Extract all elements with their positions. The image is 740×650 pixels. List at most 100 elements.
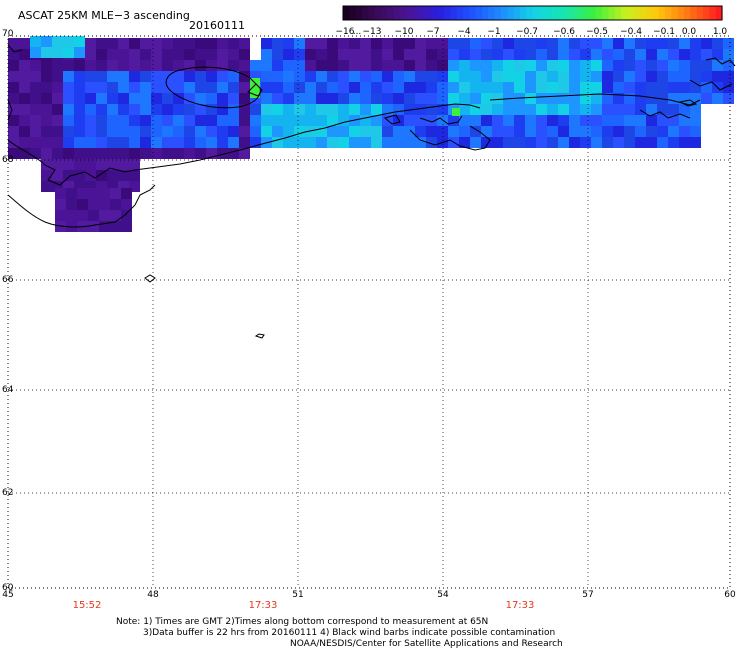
swath-cell	[8, 115, 19, 126]
swath-cell	[470, 71, 481, 82]
swath-cell	[525, 93, 536, 104]
swath-cell	[96, 170, 107, 181]
swath-cell	[96, 60, 107, 71]
swath-cell	[668, 38, 679, 49]
swath-cell	[679, 82, 690, 93]
swath-cell	[52, 47, 63, 58]
swath-cell	[283, 93, 294, 104]
swath-cell	[19, 115, 30, 126]
swath-cell	[624, 60, 635, 71]
swath-cell	[121, 199, 132, 210]
colorbar-swatch	[545, 6, 553, 20]
swath-cell	[140, 148, 151, 159]
swath-cell	[701, 82, 712, 93]
swath-cell	[184, 104, 195, 115]
swath-cell	[404, 71, 415, 82]
swath-cell	[569, 126, 580, 137]
swath-cell	[371, 126, 382, 137]
swath-cell	[19, 60, 30, 71]
colorbar-swatch	[412, 6, 420, 20]
lon-label-51: 51	[292, 590, 304, 600]
colorbar-swatch	[601, 6, 609, 20]
swath-cell	[63, 71, 74, 82]
swath-cell	[151, 115, 162, 126]
swath-cell	[404, 104, 415, 115]
swath-cell	[8, 104, 19, 115]
swath-cell	[110, 199, 121, 210]
swath-cell	[30, 82, 41, 93]
swath-cell	[690, 115, 701, 126]
swath-cell	[415, 137, 426, 148]
swath-cell	[52, 60, 63, 71]
swath-cell	[63, 148, 74, 159]
swath-cell	[107, 159, 118, 170]
swath-cell	[646, 38, 657, 49]
swath-cell	[668, 82, 679, 93]
swath-cell	[129, 148, 140, 159]
swath-cell	[668, 60, 679, 71]
swath-cell	[217, 49, 228, 60]
colorbar-swatch	[652, 6, 660, 20]
swath-cell	[140, 115, 151, 126]
swath-cell	[41, 126, 52, 137]
swath-cell	[261, 82, 272, 93]
swath-cell	[668, 71, 679, 82]
swath-cell	[338, 93, 349, 104]
colorbar-label: −16	[335, 27, 355, 37]
swath-cell	[613, 93, 624, 104]
swath-cell	[107, 115, 118, 126]
swath-cell	[613, 137, 624, 148]
swath-cell	[250, 93, 261, 104]
swath-cell	[470, 93, 481, 104]
swath-cell	[250, 78, 260, 98]
swath-cell	[514, 126, 525, 137]
swath-cell	[272, 115, 283, 126]
swath-cell	[404, 115, 415, 126]
swath-cell	[162, 137, 173, 148]
swath-cell	[426, 104, 437, 115]
swath-cell	[547, 71, 558, 82]
swath-cell	[591, 38, 602, 49]
swath-cell	[41, 170, 52, 181]
swath-cell	[88, 188, 99, 199]
swath-cell	[41, 137, 52, 148]
swath-cell	[294, 49, 305, 60]
swath-cell	[272, 38, 283, 49]
swath-cell	[162, 148, 173, 159]
swath-cell	[393, 49, 404, 60]
swath-cell	[514, 137, 525, 148]
swath-cell	[349, 49, 360, 60]
swath-cell	[338, 60, 349, 71]
swath-cell	[118, 60, 129, 71]
swath-cell	[250, 126, 261, 137]
swath-cell	[206, 148, 217, 159]
swath-cell	[96, 49, 107, 60]
colorbar-swatch	[387, 6, 395, 20]
swath-cell	[99, 188, 110, 199]
swath-cell	[723, 71, 734, 82]
swath-cell	[66, 188, 77, 199]
swath-cell	[481, 93, 492, 104]
swath-cell	[85, 181, 96, 192]
swath-cell	[228, 38, 239, 49]
swath-cell	[63, 60, 74, 71]
swath-cell	[602, 115, 613, 126]
swath-cell	[239, 60, 250, 71]
swath-cell	[228, 49, 239, 60]
swath-cell	[624, 115, 635, 126]
swath-cell	[96, 137, 107, 148]
swath-cell	[382, 38, 393, 49]
swath-cell	[668, 137, 679, 148]
coastline	[7, 44, 736, 339]
swath-cell	[712, 71, 723, 82]
swath-cell	[580, 93, 591, 104]
swath-cell	[624, 137, 635, 148]
colorbar-swatch	[450, 6, 458, 20]
swath-cell	[657, 137, 668, 148]
swath-cell	[613, 104, 624, 115]
swath-cell	[173, 82, 184, 93]
swath-cell	[74, 93, 85, 104]
colorbar-swatch	[475, 6, 483, 20]
swath-cell	[129, 38, 140, 49]
swath-cell	[646, 104, 657, 115]
